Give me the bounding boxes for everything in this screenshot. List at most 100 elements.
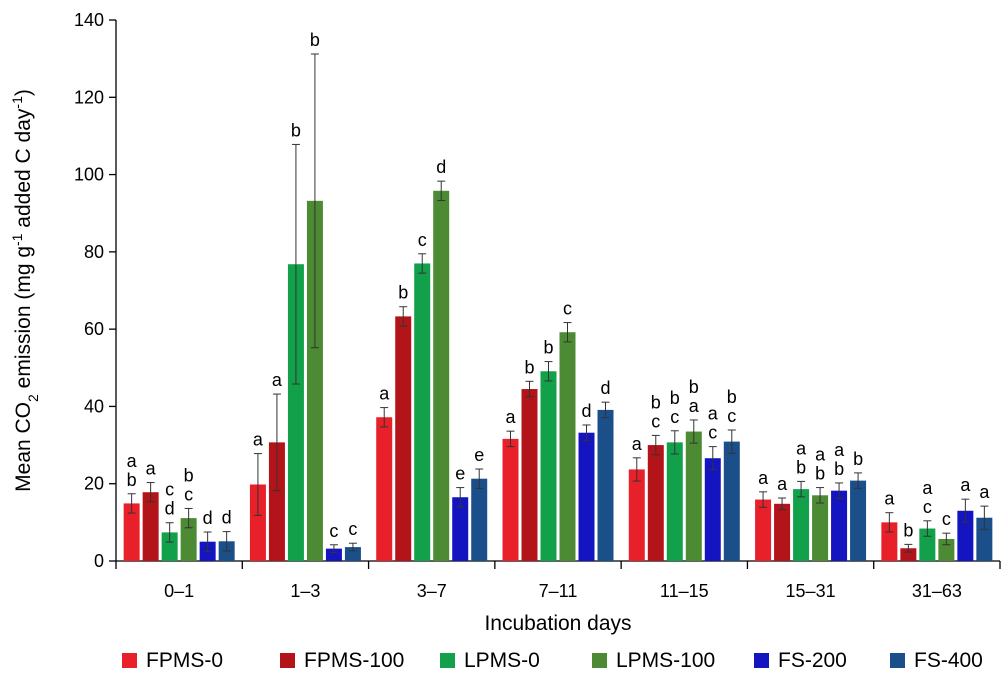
legend-label: FPMS-100 bbox=[304, 649, 404, 672]
significance-letter: a bbox=[379, 384, 390, 404]
significance-letter: b bbox=[853, 449, 863, 469]
significance-letter: c bbox=[418, 230, 427, 250]
bar bbox=[578, 432, 595, 561]
significance-letter: b bbox=[127, 470, 137, 490]
bar bbox=[325, 548, 342, 561]
significance-letter: d bbox=[436, 157, 446, 177]
significance-letter: a bbox=[796, 438, 807, 458]
significance-letter: b bbox=[834, 459, 844, 479]
legend-swatch bbox=[890, 653, 905, 668]
y-tick-label: 40 bbox=[84, 396, 104, 416]
x-tick-label: 15–31 bbox=[786, 581, 836, 601]
legend-swatch bbox=[592, 653, 607, 668]
bar bbox=[812, 495, 829, 561]
bar bbox=[521, 389, 538, 561]
significance-letter: c bbox=[329, 521, 338, 541]
bar bbox=[900, 548, 917, 561]
legend-swatch bbox=[280, 653, 295, 668]
bar bbox=[793, 489, 810, 561]
bar bbox=[850, 480, 867, 561]
x-tick-label: 11–15 bbox=[660, 581, 709, 601]
legend-label: LPMS-100 bbox=[616, 649, 715, 672]
y-tick-label: 20 bbox=[84, 474, 104, 494]
bar bbox=[180, 518, 197, 561]
bar bbox=[666, 442, 683, 561]
significance-letter: a bbox=[127, 451, 138, 471]
significance-letter: d bbox=[203, 508, 213, 528]
y-tick-label: 60 bbox=[84, 319, 104, 339]
legend-swatch bbox=[122, 653, 137, 668]
significance-letter: d bbox=[600, 378, 610, 398]
legend-item: FS-200 bbox=[754, 649, 847, 672]
significance-letter: a bbox=[884, 489, 895, 509]
bar bbox=[774, 503, 791, 561]
significance-letter: b bbox=[903, 520, 913, 540]
x-axis-title: Incubation days bbox=[484, 612, 631, 635]
y-axis: 0 20 40 60 80 100 120 140 bbox=[74, 10, 117, 571]
significance-letter: a bbox=[979, 482, 990, 502]
bar bbox=[268, 442, 285, 561]
y-tick-label: 100 bbox=[74, 165, 104, 185]
significance-letter: e bbox=[455, 464, 465, 484]
x-tick-label: 0–1 bbox=[164, 581, 194, 601]
bar bbox=[452, 497, 469, 561]
y-tick-label: 120 bbox=[74, 87, 104, 107]
bar bbox=[628, 469, 645, 561]
significance-letter: a bbox=[758, 468, 769, 488]
significance-letter: c bbox=[651, 411, 660, 431]
significance-letter: c bbox=[563, 299, 572, 319]
bar bbox=[161, 532, 178, 561]
legend-swatch bbox=[754, 653, 769, 668]
significance-letter: c bbox=[670, 407, 679, 427]
legend-swatch bbox=[440, 653, 455, 668]
significance-letter: b bbox=[689, 377, 699, 397]
bar bbox=[471, 478, 488, 561]
significance-letter: d bbox=[222, 508, 232, 528]
x-tick-label: 31–63 bbox=[912, 581, 962, 601]
significance-letter: d bbox=[165, 499, 175, 519]
legend-label: FS-400 bbox=[914, 649, 983, 672]
significance-letter: a bbox=[815, 445, 826, 465]
bar bbox=[647, 445, 664, 561]
y-tick-label: 80 bbox=[84, 242, 104, 262]
y-tick-label: 140 bbox=[74, 10, 104, 30]
significance-letter: c bbox=[708, 423, 717, 443]
significance-letter: b bbox=[651, 392, 661, 412]
significance-letter: c bbox=[348, 519, 357, 539]
significance-letter: b bbox=[727, 387, 737, 407]
significance-letter: d bbox=[581, 401, 591, 421]
legend-item: FPMS-0 bbox=[122, 649, 223, 672]
significance-letter: a bbox=[777, 474, 788, 494]
legend-item: FPMS-100 bbox=[280, 649, 404, 672]
bar bbox=[306, 200, 323, 561]
bar bbox=[831, 490, 848, 561]
y-tick-label: 0 bbox=[94, 551, 104, 571]
significance-letter: a bbox=[960, 475, 971, 495]
significance-letter: a bbox=[689, 396, 700, 416]
bar bbox=[376, 417, 393, 561]
bar bbox=[976, 517, 993, 561]
significance-letter: a bbox=[834, 440, 845, 460]
bar bbox=[559, 332, 576, 561]
significance-letter: b bbox=[184, 465, 194, 485]
bar bbox=[433, 190, 450, 561]
bar bbox=[597, 409, 614, 561]
legend-label: LPMS-0 bbox=[464, 649, 540, 672]
bar bbox=[287, 264, 304, 561]
bar bbox=[395, 316, 412, 561]
significance-letter: b bbox=[670, 388, 680, 408]
legend: FPMS-0 FPMS-100 LPMS-0 LPMS-100 FS-200 FS-400 bbox=[122, 649, 983, 672]
y-axis-title: Mean CO2 emission (mg g-1 added C day-1) bbox=[9, 89, 41, 492]
significance-letter: a bbox=[505, 407, 516, 427]
legend-label: FPMS-0 bbox=[146, 649, 223, 672]
significance-letter: c bbox=[942, 509, 951, 529]
significance-letter: b bbox=[310, 30, 320, 50]
significance-letter: b bbox=[815, 464, 825, 484]
bar bbox=[123, 503, 140, 561]
bar bbox=[685, 431, 702, 561]
significance-letter: a bbox=[272, 370, 283, 390]
legend-item: FS-400 bbox=[890, 649, 983, 672]
significance-letter: b bbox=[796, 457, 806, 477]
